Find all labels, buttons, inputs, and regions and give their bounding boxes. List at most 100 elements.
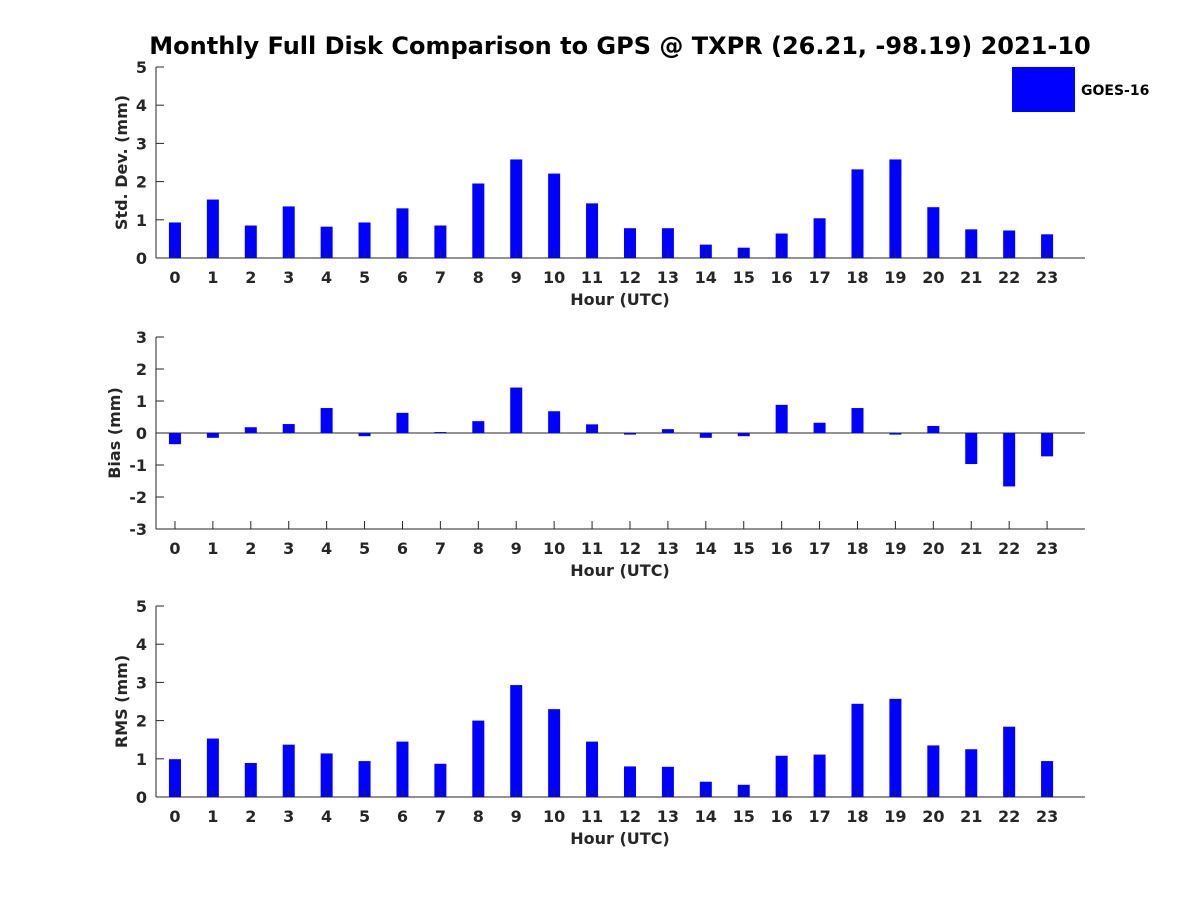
bar-hour-7 [434,225,447,258]
x-tick-label: 14 [695,807,717,826]
x-tick-label: 5 [359,268,370,287]
x-tick-label: 13 [657,539,679,558]
y-axis-label: Bias (mm) [105,387,124,479]
x-tick-label: 2 [245,539,256,558]
x-tick-label: 4 [321,539,332,558]
x-tick-label: 2 [245,268,256,287]
x-tick-label: 10 [543,807,565,826]
x-tick-label: 14 [695,539,717,558]
x-tick-label: 14 [695,268,717,287]
bar-hour-4 [320,753,333,797]
x-tick-label: 10 [543,268,565,287]
bar-hour-8 [472,720,485,797]
y-tick-label: 4 [136,635,147,654]
x-tick-label: 13 [657,807,679,826]
bar-hour-10 [548,411,561,433]
bar-hour-9 [510,159,523,258]
bar-hour-3 [282,206,295,258]
bar-hour-20 [927,425,940,433]
bar-hour-0 [168,433,181,445]
bar-hour-17 [813,218,826,258]
bar-hour-19 [889,159,902,258]
bar-hour-5 [358,433,371,437]
x-tick-label: 6 [397,539,408,558]
bar-hour-20 [927,207,940,258]
bar-hour-7 [434,763,447,797]
bar-hour-22 [1003,433,1016,487]
x-tick-label: 21 [960,268,982,287]
bar-hour-22 [1003,230,1016,258]
x-tick-label: 6 [397,807,408,826]
x-tick-label: 18 [846,807,868,826]
bar-hour-23 [1041,761,1054,797]
x-tick-label: 13 [657,268,679,287]
bar-hour-2 [244,427,257,433]
x-tick-label: 23 [1036,807,1058,826]
bar-hour-1 [206,433,219,438]
y-axis-label: RMS (mm) [112,655,131,748]
x-tick-label: 18 [846,539,868,558]
bar-hour-23 [1041,234,1054,258]
bar-hour-21 [965,433,978,465]
x-tick-label: 9 [511,807,522,826]
legend: GOES-16 [1012,67,1149,112]
bar-hour-1 [206,199,219,258]
bar-hour-11 [586,203,599,258]
x-tick-label: 18 [846,268,868,287]
x-tick-label: 9 [511,268,522,287]
bar-hour-0 [168,222,181,258]
bar-hour-6 [396,412,409,433]
bar-hour-19 [889,433,902,435]
bar-hour-0 [168,759,181,797]
bar-hour-17 [813,754,826,797]
x-tick-label: 5 [359,539,370,558]
bar-hour-4 [320,226,333,258]
x-tick-label: 8 [473,268,484,287]
y-tick-label: 4 [136,96,147,115]
y-tick-label: 0 [136,788,147,807]
x-tick-label: 11 [581,268,603,287]
legend-label: GOES-16 [1081,83,1149,99]
x-tick-label: 4 [321,807,332,826]
bar-hour-14 [699,433,712,438]
x-tick-label: 12 [619,268,641,287]
x-tick-label: 22 [998,268,1020,287]
x-tick-label: 8 [473,807,484,826]
bar-hour-18 [851,408,864,433]
x-tick-label: 16 [771,807,793,826]
x-tick-label: 7 [435,268,446,287]
y-tick-label: -3 [129,520,147,539]
x-tick-label: 19 [884,268,906,287]
x-tick-label: 15 [733,539,755,558]
bar-hour-16 [775,404,788,433]
bar-hour-16 [775,233,788,258]
bar-hour-13 [661,228,674,258]
bar-hour-3 [282,744,295,797]
x-tick-label: 11 [581,807,603,826]
x-tick-label: 1 [207,268,218,287]
bar-hour-8 [472,183,485,258]
bar-hour-12 [623,433,636,435]
x-tick-label: 4 [321,268,332,287]
x-tick-label: 12 [619,807,641,826]
x-tick-label: 20 [922,268,944,287]
y-tick-label: 2 [136,173,147,192]
x-tick-label: 1 [207,807,218,826]
x-tick-label: 7 [435,539,446,558]
y-axis-label: Std. Dev. (mm) [112,95,131,230]
x-axis-label: Hour (UTC) [570,561,670,580]
x-tick-label: 22 [998,807,1020,826]
bar-hour-8 [472,421,485,433]
bar-hour-1 [206,738,219,797]
bar-hour-11 [586,741,599,797]
x-tick-label: 20 [922,539,944,558]
bar-hour-21 [965,749,978,797]
y-tick-label: -2 [129,488,147,507]
bar-hour-13 [661,429,674,433]
bar-hour-17 [813,422,826,433]
x-tick-label: 3 [283,539,294,558]
